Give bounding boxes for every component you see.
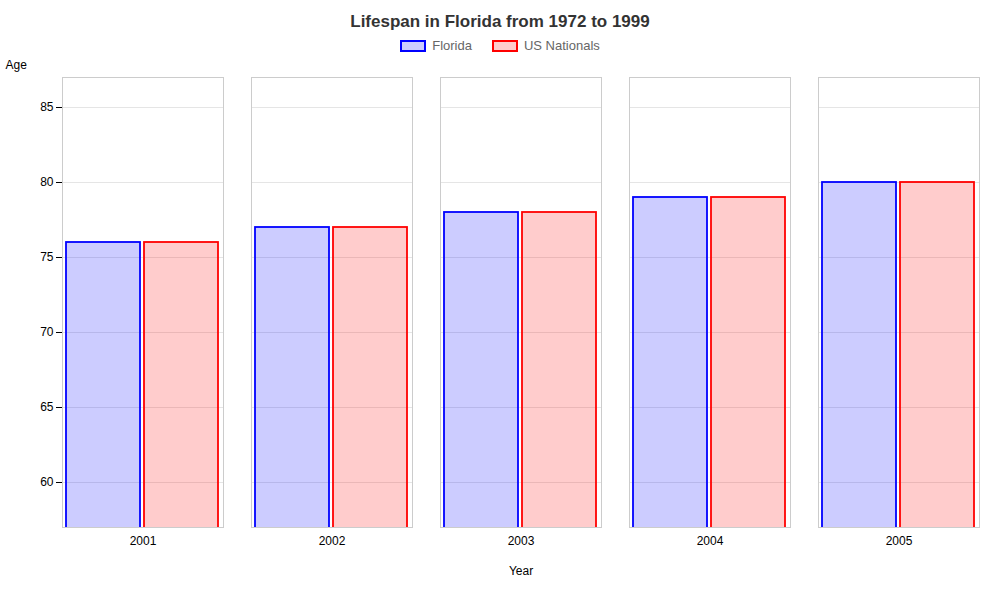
html-text:US Nationals: US Nationals xyxy=(523,38,600,53)
svg-text:85: 85 xyxy=(40,100,54,114)
html-text:Lifespan in Florida from 1972: Lifespan in Florida from 1972 to 1999 xyxy=(350,12,650,31)
svg-text:2004: 2004 xyxy=(697,534,724,548)
svg-text:2003: 2003 xyxy=(508,534,535,548)
svg-text:2002: 2002 xyxy=(319,534,346,548)
svg-text:Year: Year xyxy=(509,564,533,578)
svg-text:75: 75 xyxy=(40,250,54,264)
svg-text:2005: 2005 xyxy=(886,534,913,548)
svg-text:80: 80 xyxy=(40,175,54,189)
html-text:Florida: Florida xyxy=(432,38,472,53)
svg-text:70: 70 xyxy=(40,325,54,339)
svg-text:60: 60 xyxy=(40,475,54,489)
svg-text:Age: Age xyxy=(6,58,28,72)
svg-text:2001: 2001 xyxy=(130,534,157,548)
svg-text:65: 65 xyxy=(40,400,54,414)
